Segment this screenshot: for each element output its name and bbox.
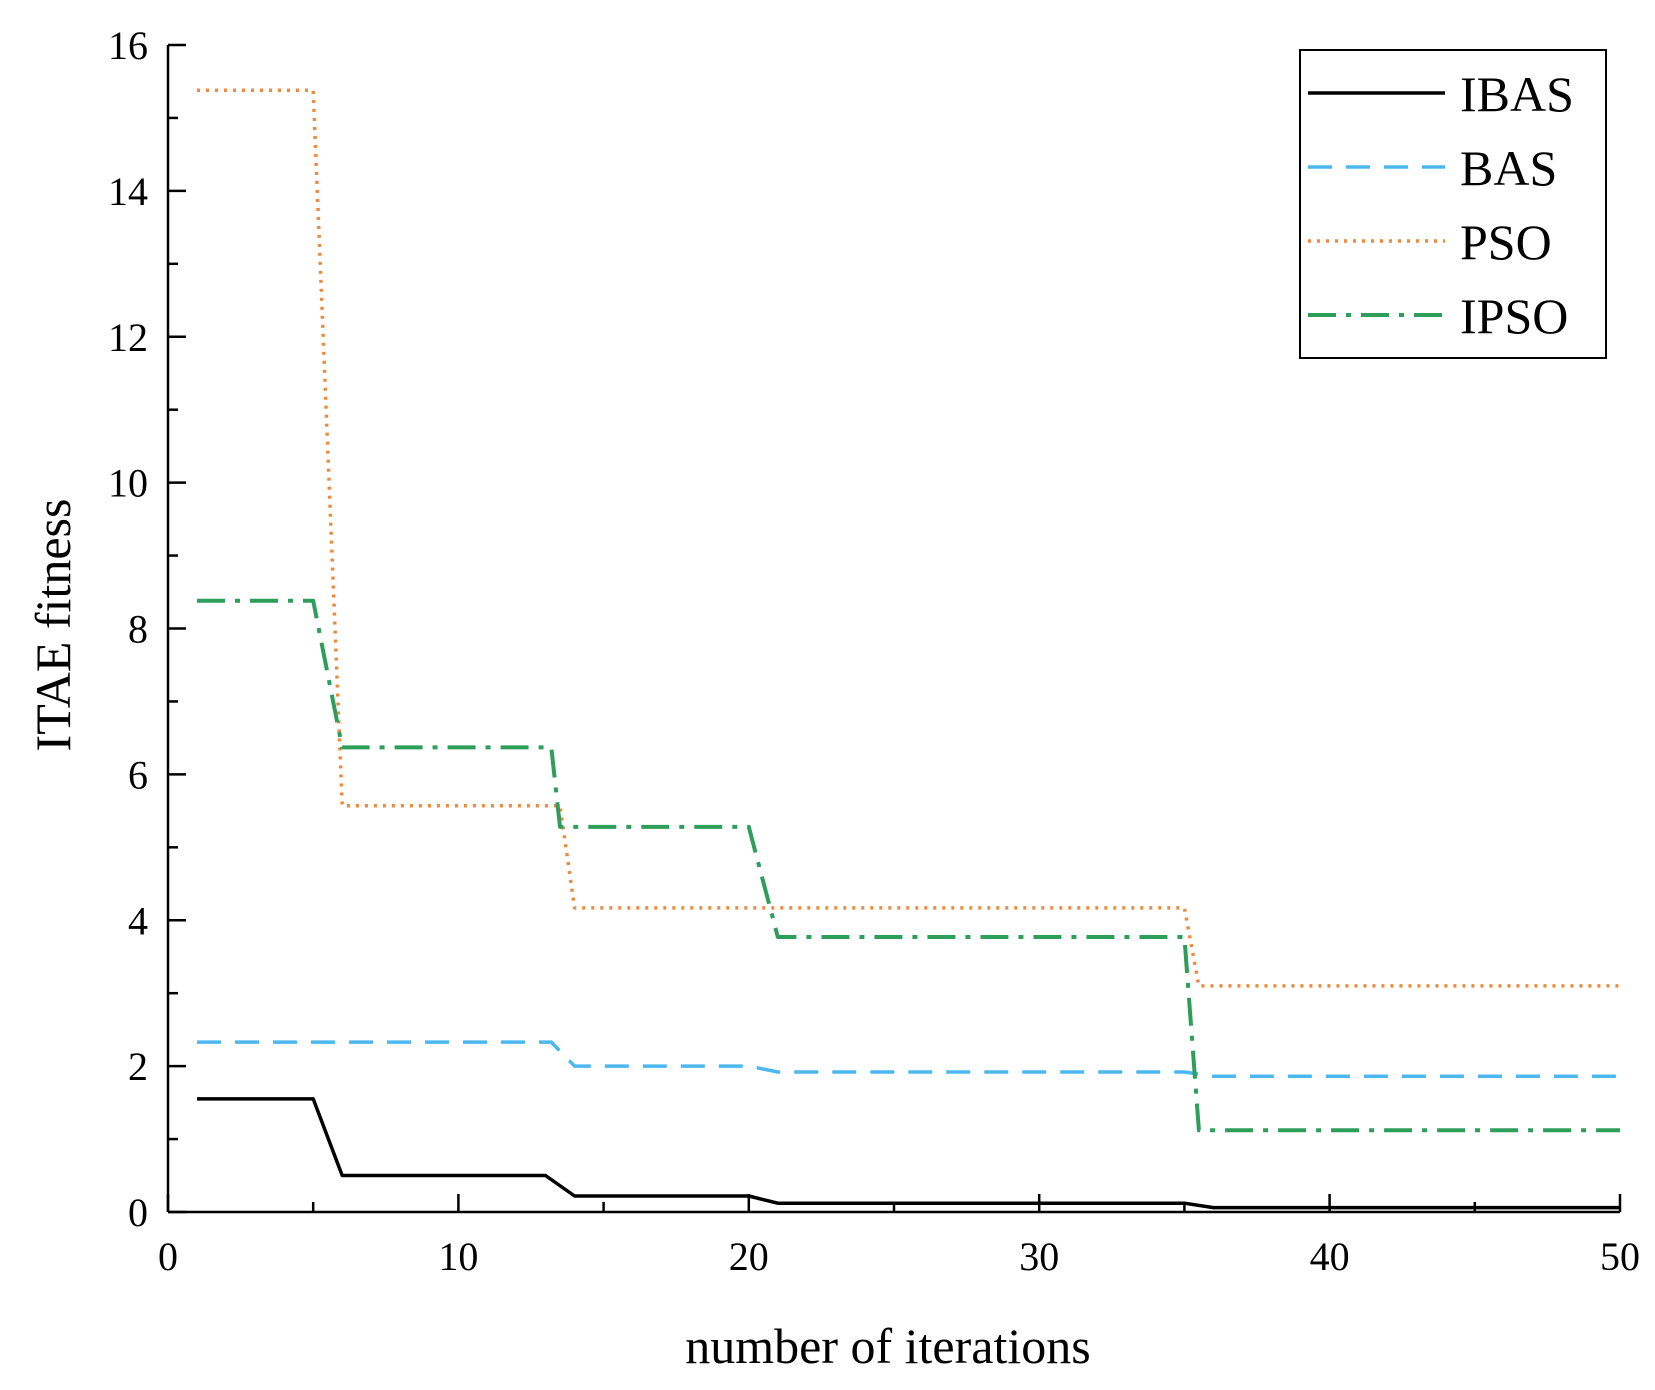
legend-label-bas: BAS bbox=[1460, 140, 1557, 196]
series-lines bbox=[197, 88, 1620, 1210]
legend: IBAS BAS PSO IPSO bbox=[1299, 49, 1607, 359]
series-line-ibas bbox=[197, 1097, 1620, 1210]
y-tick-label: 12 bbox=[108, 315, 148, 360]
y-tick-label: 4 bbox=[128, 898, 148, 943]
series-line-bas bbox=[197, 1040, 1620, 1079]
axes: 0 2 4 6 8 10 12 14 16 0 10 20 30 40 50 bbox=[108, 23, 1640, 1279]
legend-label-pso: PSO bbox=[1460, 214, 1552, 270]
x-tick-label: 30 bbox=[1019, 1234, 1059, 1279]
series-line-pso bbox=[197, 88, 1620, 988]
y-tick-label: 0 bbox=[128, 1190, 148, 1235]
x-tick-label: 50 bbox=[1600, 1234, 1640, 1279]
y-tick-label: 16 bbox=[108, 23, 148, 68]
series-line-ipso bbox=[197, 598, 1620, 1133]
x-tick-label: 40 bbox=[1310, 1234, 1350, 1279]
y-axis-title: ITAE fitness bbox=[25, 499, 81, 752]
x-tick-label: 20 bbox=[729, 1234, 769, 1279]
y-tick-label: 14 bbox=[108, 169, 148, 214]
y-tick-label: 2 bbox=[128, 1044, 148, 1089]
y-tick-label: 6 bbox=[128, 752, 148, 797]
legend-label-ipso: IPSO bbox=[1460, 288, 1568, 344]
legend-label-ibas: IBAS bbox=[1460, 66, 1574, 122]
y-tick-label: 10 bbox=[108, 461, 148, 506]
y-tick-label: 8 bbox=[128, 607, 148, 652]
x-tick-label: 0 bbox=[158, 1234, 178, 1279]
legend-box bbox=[1299, 49, 1607, 359]
x-axis-title: number of iterations bbox=[685, 1318, 1090, 1374]
x-tick-label: 10 bbox=[438, 1234, 478, 1279]
